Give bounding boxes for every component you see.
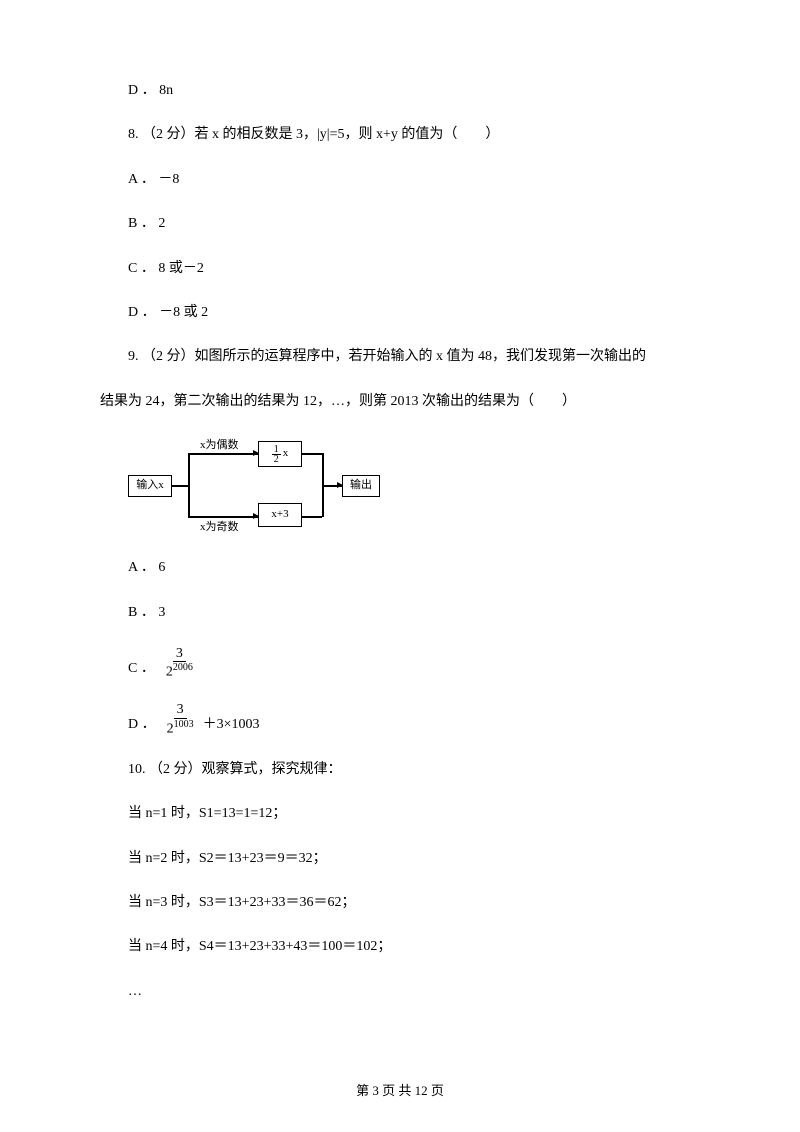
q10-line-4: 当 n=4 时，S4＝13+23+33+43＝100＝102； bbox=[100, 936, 700, 958]
q8-option-d: D ． －8 或 2 bbox=[100, 302, 700, 324]
q10-line-3: 当 n=3 时，S3＝13+23+33＝36＝62； bbox=[100, 892, 700, 914]
q9-flowchart: 输入x x为偶数 x为奇数 12 x x+3 输出 bbox=[128, 435, 388, 535]
q9-optd-label: D ． bbox=[128, 714, 156, 736]
flow-halfx-box: 12 x bbox=[258, 441, 302, 467]
q9-stem-line1: 9. （2 分）如图所示的运算程序中，若开始输入的 x 值为 48，我们发现第一… bbox=[100, 346, 700, 368]
q9-stem-line2: 结果为 24，第二次输出的结果为 12，…，则第 2013 次输出的结果为（ ） bbox=[100, 391, 700, 413]
q9-optc-fraction: 3 22006 bbox=[163, 646, 196, 680]
q9-option-a: A ． 6 bbox=[100, 557, 700, 579]
q9-optd-suffix: ＋3×1003 bbox=[203, 714, 260, 736]
flow-xplus3-box: x+3 bbox=[258, 503, 302, 527]
flow-even-label: x为偶数 bbox=[200, 437, 239, 455]
q8-option-c: C ． 8 或－2 bbox=[100, 258, 700, 280]
q10-stem: 10. （2 分）观察算式，探究规律： bbox=[100, 759, 700, 781]
q7-option-d: D ． 8n bbox=[100, 80, 700, 102]
q8-option-b: B ． 2 bbox=[100, 213, 700, 235]
q9-option-b: B ． 3 bbox=[100, 602, 700, 624]
page-footer: 第 3 页 共 12 页 bbox=[0, 1081, 800, 1102]
q9-option-d: D ． 3 21003 ＋3×1003 bbox=[100, 702, 700, 736]
q8-stem: 8. （2 分）若 x 的相反数是 3，|y|=5，则 x+y 的值为（ ） bbox=[100, 124, 700, 146]
q10-dots: … bbox=[100, 981, 700, 1003]
q9-optc-label: C ． bbox=[128, 658, 155, 680]
flow-output-box: 输出 bbox=[342, 475, 380, 497]
flow-odd-label: x为奇数 bbox=[200, 519, 239, 537]
q9-optd-fraction: 3 21003 bbox=[164, 702, 197, 736]
q10-line-1: 当 n=1 时，S1=13=1=12； bbox=[100, 803, 700, 825]
flow-input-box: 输入x bbox=[128, 475, 172, 497]
q10-line-2: 当 n=2 时，S2＝13+23＝9＝32； bbox=[100, 848, 700, 870]
q9-option-c: C ． 3 22006 bbox=[100, 646, 700, 680]
q8-option-a: A ． －8 bbox=[100, 169, 700, 191]
